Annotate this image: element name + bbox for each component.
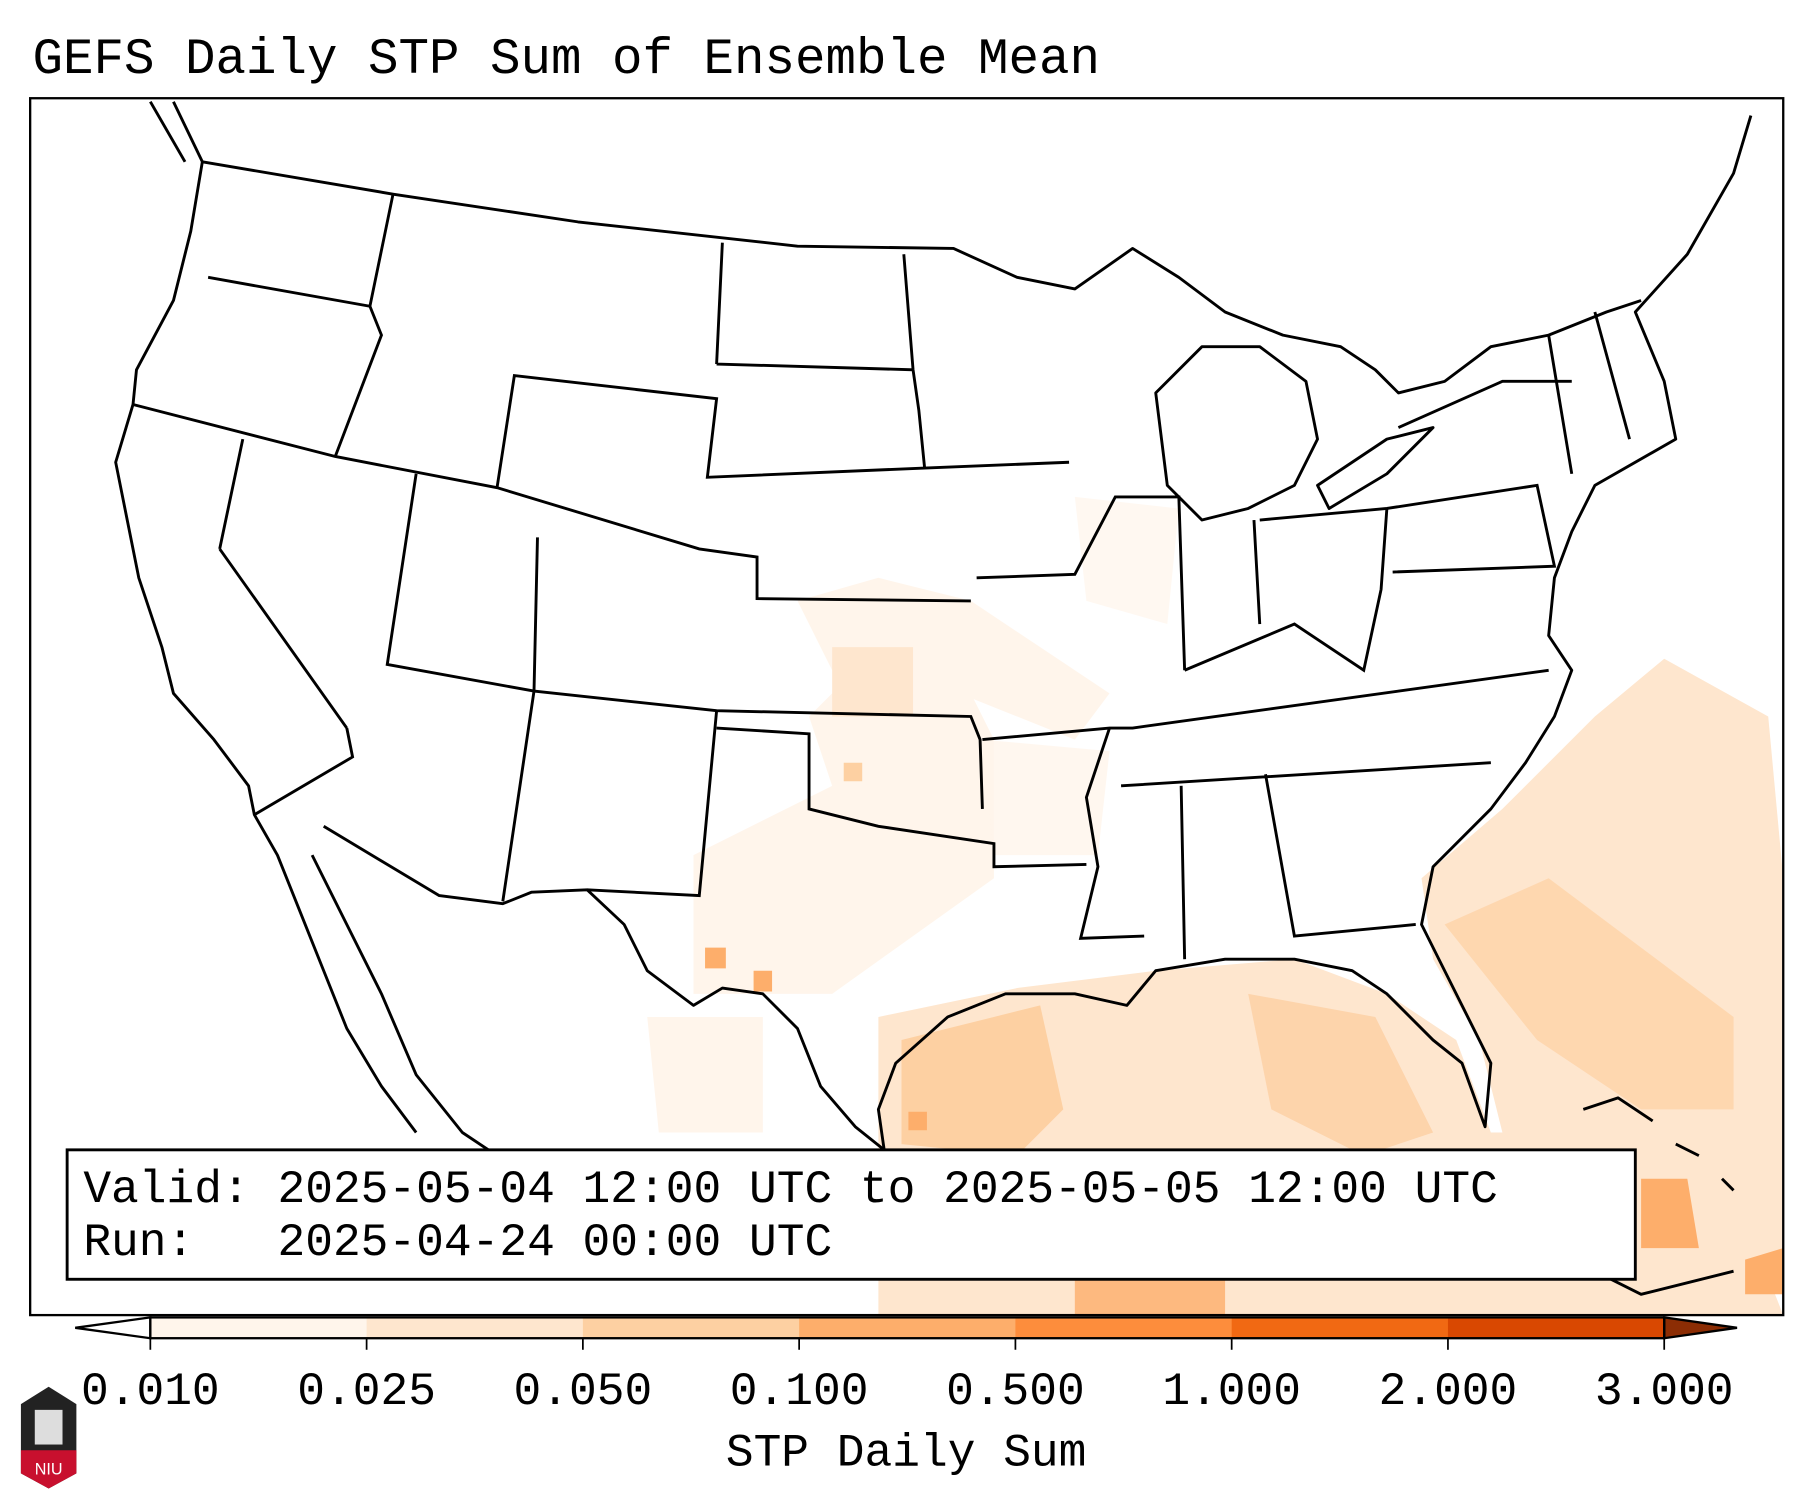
- colorbar-segment: [1447, 1317, 1665, 1339]
- colorbar: 0.010 0.025 0.050 0.100 0.500 1.000 2.000 3.000: [75, 1316, 1738, 1418]
- colorbar-tick-label: 1.000: [1162, 1366, 1301, 1418]
- colorbar-outline: [149, 1316, 1666, 1340]
- niu-logo: NIU: [20, 1386, 77, 1489]
- colorbar-label: STP Daily Sum: [726, 1427, 1087, 1479]
- colorbar-segment: [1231, 1317, 1449, 1339]
- colorbar-tick-label: 2.000: [1379, 1366, 1518, 1418]
- colorbar-segment: [582, 1317, 800, 1339]
- colorbar-segment: [150, 1317, 368, 1339]
- colorbar-segment: [366, 1317, 584, 1339]
- run-time-text: Run: 2025-04-24 00:00 UTC: [83, 1217, 832, 1269]
- colorbar-tick-label: 0.025: [297, 1366, 436, 1418]
- colorbar-segment: [799, 1317, 1016, 1339]
- coastlines-and-borders: [114, 100, 1753, 1296]
- info-box: Valid: 2025-05-04 12:00 UTC to 2025-05-0…: [65, 1148, 1637, 1281]
- colorbar-tick-label: 0.500: [946, 1366, 1085, 1418]
- colorbar-tick-label: 3.000: [1595, 1366, 1734, 1418]
- colorbar-over-arrow: [1663, 1316, 1738, 1340]
- niu-logo-text: NIU: [35, 1461, 63, 1479]
- colorbar-under-arrow: [75, 1316, 152, 1340]
- map-panel: [29, 97, 1785, 1317]
- colorbar-tick-label: 0.050: [514, 1366, 653, 1418]
- state-boundaries: [132, 193, 1631, 960]
- figure-title: GEFS Daily STP Sum of Ensemble Mean: [32, 32, 1100, 89]
- map-frame: [29, 97, 1785, 1317]
- colorbar-tick-label: 0.010: [81, 1366, 220, 1418]
- colorbar-tick-label: 0.100: [730, 1366, 869, 1418]
- valid-time-text: Valid: 2025-05-04 12:00 UTC to 2025-05-0…: [83, 1164, 1498, 1216]
- colorbar-segment: [1015, 1317, 1233, 1339]
